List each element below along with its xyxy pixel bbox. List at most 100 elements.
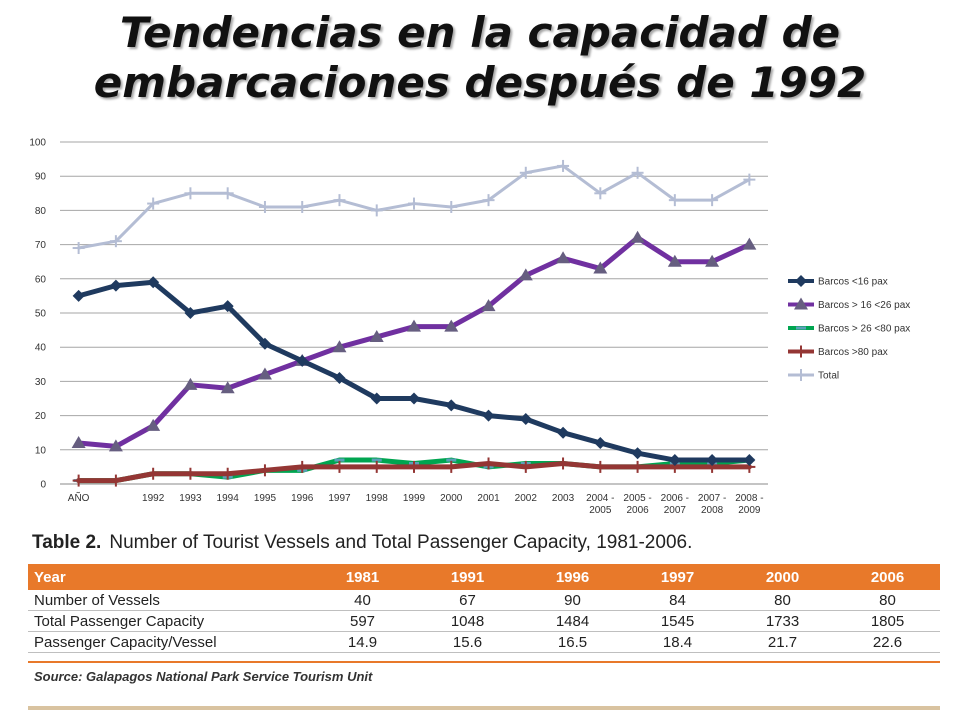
table-header-cell: 2006: [835, 564, 940, 590]
y-tick-label: 40: [35, 343, 47, 354]
table-cell: 84: [625, 590, 730, 611]
table-cell: Number of Vessels: [28, 590, 310, 611]
x-tick-label: 2006 -: [661, 493, 689, 504]
triangle-marker: [556, 251, 571, 264]
series-4: [72, 159, 756, 255]
plus-marker: [519, 166, 532, 179]
diamond-marker: [594, 436, 607, 449]
table-source: Source: Galapagos National Park Service …: [34, 669, 373, 684]
triangle-marker: [220, 381, 235, 394]
y-tick-label: 10: [35, 445, 47, 456]
diamond-marker: [519, 413, 532, 426]
diamond-marker: [109, 279, 122, 292]
table-caption-text: Number of Tourist Vessels and Total Pass…: [109, 532, 693, 553]
diamond-marker: [221, 300, 234, 313]
plus-marker: [706, 194, 719, 207]
plus-marker: [221, 187, 234, 200]
plus-marker: [445, 200, 458, 213]
chart-axes: 0 10 20 30 40 50 60 70 80 90 100 AÑO 1992 1993 1994 199…: [29, 138, 763, 517]
plus-marker: [795, 345, 807, 358]
plus-marker: [184, 467, 197, 480]
triangle-marker: [630, 230, 645, 243]
triangle-marker: [742, 237, 757, 250]
y-tick-label: 80: [35, 206, 47, 217]
table-cell: 14.9: [310, 631, 415, 653]
plus-marker: [594, 460, 607, 473]
dash-marker: [371, 458, 382, 462]
table-header-cell: 1991: [415, 564, 520, 590]
plus-marker: [109, 474, 122, 487]
x-tick-label: 1998: [366, 493, 389, 504]
chart-legend: Barcos <16 pax Barcos > 16 <26 pax Barcos …: [788, 275, 910, 382]
plus-marker: [408, 460, 420, 473]
table-header-cell: 2000: [730, 564, 835, 590]
x-tick-label: 1994: [217, 493, 240, 504]
x-tick-label: 2008 -: [735, 493, 763, 504]
diamond-marker: [557, 426, 570, 439]
table-cell: 15.6: [415, 631, 520, 653]
diamond-marker: [631, 447, 644, 460]
y-tick-label: 20: [35, 411, 47, 422]
table-cell: 80: [835, 590, 940, 611]
table-cell: 1733: [730, 610, 835, 632]
table-source-divider: [28, 661, 940, 663]
plus-marker: [408, 197, 420, 210]
plus-marker: [72, 474, 85, 487]
y-tick-label: 100: [29, 138, 46, 149]
x-tick-label: 2008: [701, 505, 724, 516]
table-cell: 40: [310, 590, 415, 611]
plus-marker: [333, 460, 346, 473]
plus-marker: [594, 187, 607, 200]
vessels-table: Year 1981 1991 1996 1997 2000 2006 Numbe…: [28, 564, 940, 653]
plus-marker: [668, 194, 681, 207]
diamond-marker: [445, 399, 458, 412]
plus-marker: [557, 159, 570, 172]
table-cell: 1545: [625, 610, 730, 632]
triangle-marker: [481, 299, 496, 312]
table-row: Passenger Capacity/Vessel 14.9 15.6 16.5…: [28, 631, 940, 653]
dash-marker: [446, 458, 457, 462]
triangle-marker: [108, 439, 123, 452]
table-cell: 21.7: [730, 631, 835, 653]
plus-marker: [743, 173, 756, 186]
diamond-marker: [370, 392, 383, 405]
series-1: [71, 230, 757, 452]
plus-marker: [631, 460, 644, 473]
diamond-marker: [408, 392, 420, 405]
x-tick-label: 1993: [179, 493, 202, 504]
plus-marker: [258, 200, 271, 213]
x-tick-label: 1999: [403, 493, 426, 504]
triangle-marker: [332, 340, 347, 353]
table-cell: 22.6: [835, 631, 940, 653]
diamond-marker: [795, 275, 807, 287]
table-cell: 80: [730, 590, 835, 611]
dash-marker: [796, 326, 806, 330]
legend-label: Barcos > 16 <26 pax: [818, 300, 910, 311]
table-header-cell: 1996: [520, 564, 625, 590]
triangle-marker: [593, 261, 608, 274]
diamond-marker: [184, 307, 197, 319]
slide-title: Tendencias en la capacidad de embarcacio…: [93, 8, 867, 107]
plus-marker: [519, 460, 532, 473]
table-row: Total Passenger Capacity 597 1048 1484 1…: [28, 610, 940, 632]
table-cell: 1048: [415, 610, 520, 632]
x-tick-label: 1997: [328, 493, 351, 504]
slide-footer-bar: [28, 706, 940, 710]
legend-label: Barcos >80 pax: [818, 347, 888, 358]
plus-marker: [557, 457, 570, 470]
plus-marker: [184, 187, 197, 200]
plus-marker: [296, 460, 309, 473]
plus-marker: [109, 235, 122, 248]
diamond-marker: [482, 409, 495, 422]
plus-marker: [296, 200, 309, 213]
x-tick-label: 2007 -: [698, 493, 726, 504]
series-line: [76, 235, 752, 449]
table-cell: Passenger Capacity/Vessel: [28, 631, 310, 653]
triangle-marker: [71, 435, 86, 448]
triangle-marker: [146, 418, 161, 431]
plus-marker: [370, 204, 383, 217]
diamond-marker: [706, 454, 719, 467]
triangle-marker: [794, 297, 808, 310]
table-cell: 67: [415, 590, 520, 611]
legend-label: Barcos > 26 <80 pax: [818, 324, 910, 335]
